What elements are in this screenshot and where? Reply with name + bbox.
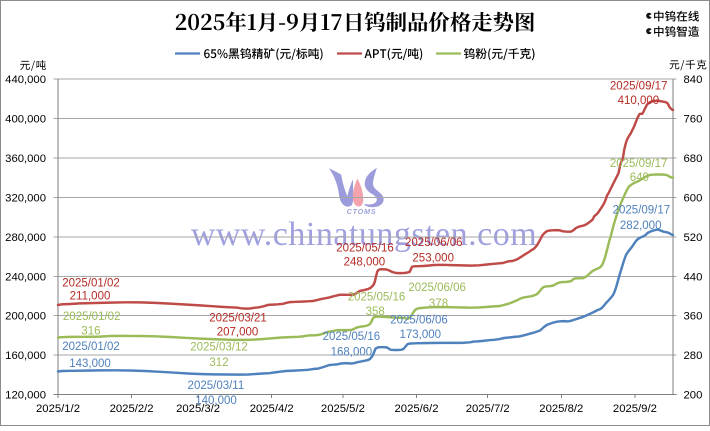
svg-text:2025/09/17: 2025/09/17 bbox=[613, 204, 671, 216]
svg-text:2025/3/2: 2025/3/2 bbox=[176, 403, 220, 415]
svg-text:280,000: 280,000 bbox=[5, 232, 46, 244]
svg-text:2025/06/06: 2025/06/06 bbox=[390, 314, 448, 326]
svg-text:2025/05/16: 2025/05/16 bbox=[348, 292, 406, 304]
svg-text:2025/03/21: 2025/03/21 bbox=[209, 313, 267, 325]
svg-text:2025/6/2: 2025/6/2 bbox=[395, 403, 439, 415]
svg-text:168,000: 168,000 bbox=[331, 347, 373, 359]
svg-text:360: 360 bbox=[684, 311, 703, 323]
svg-text:440: 440 bbox=[684, 271, 703, 283]
svg-text:173,000: 173,000 bbox=[400, 329, 442, 341]
svg-text:520: 520 bbox=[684, 232, 703, 244]
svg-text:2025/05/16: 2025/05/16 bbox=[323, 331, 381, 343]
svg-text:320,000: 320,000 bbox=[5, 192, 46, 204]
svg-text:316: 316 bbox=[81, 325, 100, 337]
svg-text:2025/03/11: 2025/03/11 bbox=[188, 380, 245, 392]
svg-text:200,000: 200,000 bbox=[5, 311, 46, 323]
svg-text:312: 312 bbox=[209, 357, 228, 369]
svg-text:240,000: 240,000 bbox=[5, 271, 46, 283]
svg-text:440,000: 440,000 bbox=[5, 74, 46, 86]
svg-text:280: 280 bbox=[684, 350, 703, 362]
svg-text:282,000: 282,000 bbox=[620, 220, 662, 232]
svg-text:2025/4/2: 2025/4/2 bbox=[250, 403, 294, 415]
svg-text:2025/9/2: 2025/9/2 bbox=[613, 403, 657, 415]
svg-text:2025/06/06: 2025/06/06 bbox=[408, 282, 466, 294]
svg-text:840: 840 bbox=[684, 74, 703, 86]
svg-text:640: 640 bbox=[630, 172, 649, 184]
svg-text:378: 378 bbox=[429, 298, 448, 310]
svg-text:143,000: 143,000 bbox=[69, 358, 111, 370]
svg-text:2025/1/2: 2025/1/2 bbox=[36, 403, 80, 415]
svg-text:120,000: 120,000 bbox=[5, 390, 46, 402]
svg-text:248,000: 248,000 bbox=[344, 257, 386, 269]
svg-text:211,000: 211,000 bbox=[70, 291, 111, 303]
svg-text:www.chinatungsten.com: www.chinatungsten.com bbox=[191, 216, 537, 253]
svg-text:200: 200 bbox=[684, 390, 703, 402]
svg-text:358: 358 bbox=[366, 306, 385, 318]
svg-text:680: 680 bbox=[684, 153, 703, 165]
svg-text:2025/05/16: 2025/05/16 bbox=[336, 243, 394, 255]
svg-text:2025/06/06: 2025/06/06 bbox=[405, 237, 463, 249]
svg-text:760: 760 bbox=[684, 113, 703, 125]
svg-text:2025/09/17: 2025/09/17 bbox=[610, 80, 668, 92]
svg-text:2025/5/2: 2025/5/2 bbox=[321, 403, 365, 415]
svg-text:2025/7/2: 2025/7/2 bbox=[466, 403, 510, 415]
svg-text:160,000: 160,000 bbox=[5, 350, 46, 362]
svg-text:2025/09/17: 2025/09/17 bbox=[610, 158, 668, 170]
svg-text:2025/2/2: 2025/2/2 bbox=[110, 403, 154, 415]
svg-text:CTOMS: CTOMS bbox=[347, 207, 377, 216]
svg-text:2025/03/12: 2025/03/12 bbox=[190, 342, 248, 354]
svg-text:410,000: 410,000 bbox=[618, 95, 660, 107]
svg-text:253,000: 253,000 bbox=[412, 253, 454, 265]
svg-text:140,000: 140,000 bbox=[195, 395, 237, 407]
svg-text:360,000: 360,000 bbox=[5, 153, 46, 165]
svg-text:2025/01/02: 2025/01/02 bbox=[63, 311, 121, 323]
svg-text:207,000: 207,000 bbox=[217, 327, 259, 339]
svg-text:2025/8/2: 2025/8/2 bbox=[539, 403, 583, 415]
svg-text:400,000: 400,000 bbox=[5, 113, 46, 125]
svg-text:2025/01/02: 2025/01/02 bbox=[62, 341, 120, 353]
svg-text:2025/01/02: 2025/01/02 bbox=[62, 278, 120, 290]
svg-text:600: 600 bbox=[684, 192, 703, 204]
